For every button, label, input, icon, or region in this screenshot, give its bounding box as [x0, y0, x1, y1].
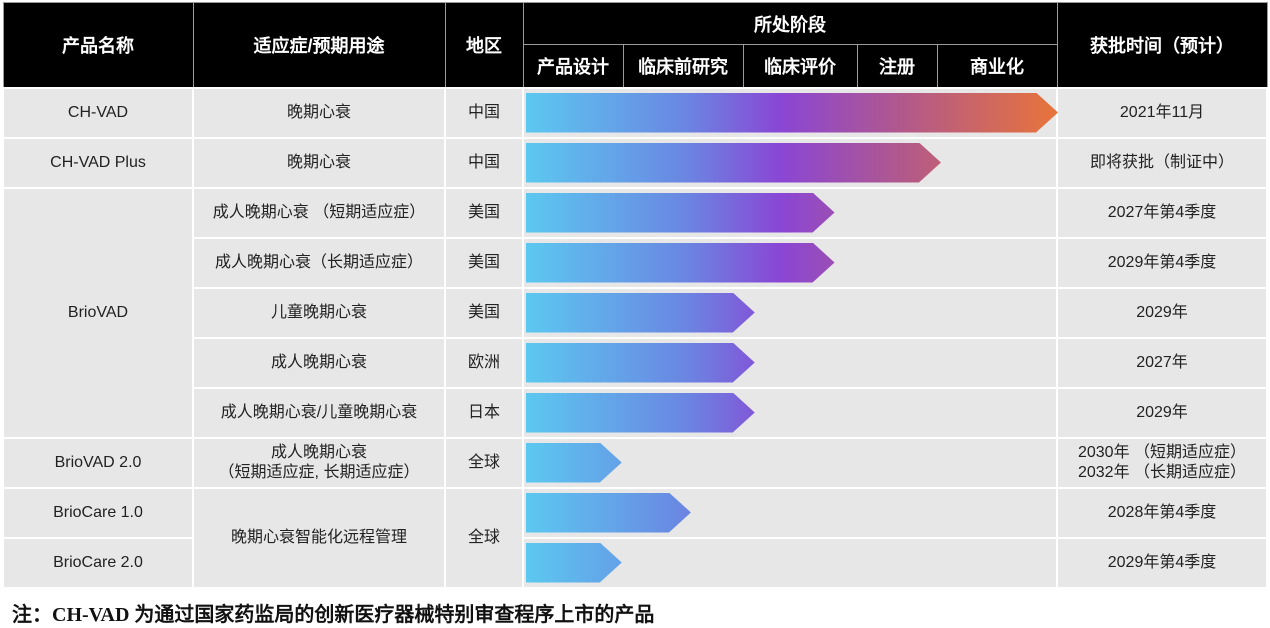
progress-bar	[526, 443, 622, 483]
header-stage: 所处阶段	[522, 2, 1058, 45]
product-name: BrioVAD 2.0	[2, 436, 194, 489]
approval-time: 2021年11月	[1056, 86, 1268, 139]
stage-preclinical: 临床前研究	[622, 44, 744, 88]
progress-bar	[526, 93, 1058, 133]
progress-bar	[526, 393, 755, 433]
indication-line: （短期适应症, 长期适应症）	[218, 463, 420, 481]
product-name: BrioVAD	[2, 186, 194, 439]
progress-bar	[526, 493, 691, 533]
pipeline-table: 产品名称 适应症/预期用途 地区 所处阶段 获批时间（预计） 产品设计 临床前研…	[2, 2, 1268, 589]
approval-time: 2027年	[1056, 336, 1268, 389]
table-row: 儿童晚期心衰 美国 2029年	[3, 286, 1268, 339]
approval-time: 2028年第4季度	[1056, 486, 1268, 539]
progress-bar	[526, 143, 941, 183]
stage-design: 产品设计	[522, 44, 624, 88]
region: 全球	[444, 436, 524, 489]
approval-line: 2030年 （短期适应症）	[1077, 443, 1247, 461]
approval-time: 2030年 （短期适应症） 2032年 （长期适应症）	[1056, 436, 1268, 489]
region: 中国	[444, 136, 524, 189]
table-row: 成人晚期心衰 欧洲 2027年	[3, 336, 1268, 389]
indication: 成人晚期心衰（长期适应症）	[192, 236, 446, 289]
table-row: 成人晚期心衰/儿童晚期心衰 日本 2029年	[3, 386, 1268, 439]
progress-bar	[526, 543, 622, 583]
stage-clinical: 临床评价	[742, 44, 858, 88]
approval-time: 2027年第4季度	[1056, 186, 1268, 239]
approval-time: 2029年	[1056, 386, 1268, 439]
approval-time: 2029年第4季度	[1056, 236, 1268, 289]
stage-commercial: 商业化	[936, 44, 1058, 88]
table-row: BrioCare 2.0 2029年第4季度	[2, 536, 1268, 589]
header-indication: 适应症/预期用途	[192, 2, 446, 88]
region: 全球	[444, 486, 524, 589]
approval-time: 2029年	[1056, 286, 1268, 339]
product-name: CH-VAD	[2, 86, 194, 139]
approval-time: 即将获批（制证中）	[1056, 136, 1268, 189]
region: 欧洲	[444, 336, 524, 389]
indication-line: 成人晚期心衰	[270, 443, 367, 461]
progress-bar	[526, 193, 835, 233]
table-row: BrioVAD 2.0 成人晚期心衰 （短期适应症, 长期适应症） 全球 2030…	[2, 436, 1268, 489]
header-region: 地区	[444, 2, 524, 88]
indication: 晚期心衰智能化远程管理	[192, 486, 446, 589]
progress-bar	[526, 293, 755, 333]
approval-time: 2029年第4季度	[1056, 536, 1268, 589]
region: 日本	[444, 386, 524, 439]
product-name: BrioCare 1.0	[2, 486, 194, 539]
region: 美国	[444, 286, 524, 339]
indication: 晚期心衰	[192, 86, 446, 139]
indication: 成人晚期心衰 （短期适应症）	[192, 186, 446, 239]
indication: 儿童晚期心衰	[192, 286, 446, 339]
product-name: BrioCare 2.0	[2, 536, 194, 589]
table-row: 成人晚期心衰（长期适应症） 美国 2029年第4季度	[3, 236, 1268, 289]
header-product: 产品名称	[2, 2, 194, 88]
progress-bar	[526, 243, 835, 283]
table-row: CH-VAD Plus 晚期心衰 中国 即将获批（制证中）	[2, 136, 1268, 189]
indication: 晚期心衰	[192, 136, 446, 189]
progress-bar	[526, 343, 755, 383]
header-approval: 获批时间（预计）	[1056, 2, 1268, 88]
table-row: BrioCare 1.0 晚期心衰智能化远程管理 全球 2028年第4季度	[2, 486, 1268, 589]
footnote: 注：CH-VAD 为通过国家药监局的创新医疗器械特别审查程序上市的产品	[12, 604, 655, 626]
region: 中国	[444, 86, 524, 139]
product-name: CH-VAD Plus	[2, 136, 194, 189]
indication: 成人晚期心衰/儿童晚期心衰	[192, 386, 446, 439]
indication: 成人晚期心衰	[192, 336, 446, 389]
stage-registration: 注册	[856, 44, 938, 88]
table-row: CH-VAD 晚期心衰 中国 2021年11月	[2, 86, 1268, 139]
approval-line: 2032年 （长期适应症）	[1077, 463, 1247, 481]
table-row: BrioVAD 成人晚期心衰 （短期适应症） 美国 2027年第4季度	[2, 186, 1268, 439]
indication: 成人晚期心衰 （短期适应症, 长期适应症）	[192, 436, 446, 489]
region: 美国	[444, 236, 524, 289]
region: 美国	[444, 186, 524, 239]
